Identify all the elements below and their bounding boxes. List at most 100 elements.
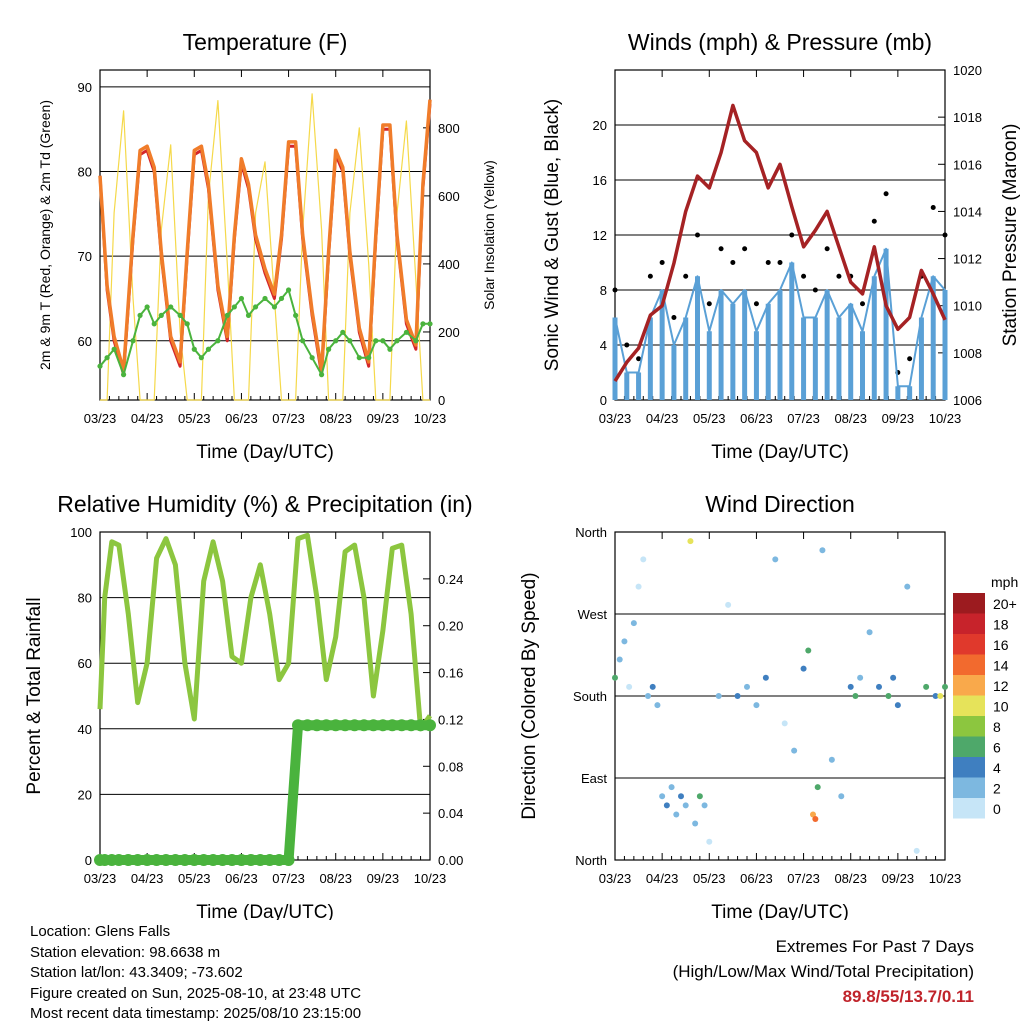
station-info: Location: Glens Falls Station elevation:… — [30, 922, 361, 1025]
y-tick-label: 0 — [600, 393, 607, 408]
series-gust-point — [706, 301, 712, 307]
series-gust-point — [765, 260, 771, 265]
wind-direction-point — [805, 647, 812, 654]
wind-direction-point — [781, 720, 788, 727]
wind-direction-point — [715, 693, 722, 699]
legend-swatch — [953, 695, 985, 716]
legend-swatch — [953, 613, 985, 634]
wind-direction-point — [828, 756, 835, 763]
y-tick-label: 8 — [600, 283, 607, 298]
x-tick-label: 09/23 — [882, 411, 915, 426]
wind-direction-point — [847, 683, 854, 690]
series-gust-point — [753, 301, 759, 307]
wind-direction-point — [621, 638, 628, 645]
legend-swatch — [953, 757, 985, 778]
wind-direction-point — [791, 747, 798, 754]
extremes-panel: Extremes For Past 7 Days (High/Low/Max W… — [673, 934, 974, 1009]
series-gust-point — [683, 273, 689, 279]
wind-direction-point — [630, 620, 637, 627]
series-dewpoint-line — [99, 289, 430, 376]
wind-direction-point — [942, 683, 948, 690]
legend-label: 10 — [993, 699, 1009, 715]
x-tick-label: 04/23 — [646, 411, 679, 426]
series-gust-point — [789, 232, 795, 238]
x-axis-label: Time (Day/UTC) — [196, 442, 334, 463]
y2-tick-label: 1012 — [953, 252, 982, 267]
y2-tick-label: 0.16 — [438, 666, 463, 681]
y-tick-label: 16 — [593, 173, 607, 188]
wind-direction-point — [678, 793, 684, 800]
y2-tick-label: 1016 — [953, 157, 982, 172]
wind-direction-point — [885, 693, 892, 699]
series-pressure-line — [613, 103, 947, 383]
series-precip-line — [99, 720, 430, 865]
y2-tick-label: 0.12 — [438, 712, 463, 727]
series-sonic-wind-line — [614, 247, 946, 388]
y-tick-label: 100 — [70, 525, 92, 540]
x-tick-label: 03/23 — [84, 871, 117, 886]
series-gust-point — [624, 342, 630, 348]
y-tick-label: West — [578, 607, 608, 622]
x-axis-label: Time (Day/UTC) — [711, 902, 849, 920]
series-gust-point — [742, 246, 748, 252]
y2-tick-label: 1018 — [953, 110, 982, 125]
legend-title: mph — [991, 574, 1018, 590]
x-tick-label: 03/23 — [599, 871, 632, 886]
y-tick-label: 20 — [593, 118, 607, 133]
x-tick-label: 07/23 — [787, 871, 820, 886]
legend-label: 18 — [993, 617, 1009, 633]
plot-border — [614, 531, 946, 861]
legend-swatch — [953, 593, 985, 614]
x-axis-label: Time (Day/UTC) — [196, 902, 334, 920]
series-gust-point — [836, 273, 842, 279]
series-gust-point — [930, 205, 936, 210]
y2-axis-label: Solar Insolation (Yellow) — [481, 160, 497, 310]
series-gust-point — [671, 315, 677, 320]
y-tick-label: 4 — [600, 338, 607, 353]
wind-direction-point — [626, 683, 633, 690]
wind-direction-point — [654, 702, 661, 709]
x-tick-label: 10/23 — [414, 411, 447, 426]
x-tick-label: 08/23 — [834, 411, 867, 426]
wind-direction-point — [923, 683, 930, 690]
wind-direction-point — [725, 601, 732, 608]
wind-direction-point — [932, 693, 939, 699]
x-tick-label: 03/23 — [84, 411, 117, 426]
wind-direction-point — [866, 629, 873, 636]
legend-label: 20+ — [993, 596, 1017, 612]
y-tick-label: 80 — [78, 165, 92, 180]
chart-title: Relative Humidity (%) & Precipitation (i… — [57, 491, 472, 517]
legend-swatch — [953, 736, 985, 757]
series-gust-point — [718, 246, 724, 252]
chart-title: Wind Direction — [705, 491, 855, 517]
wind-direction-point — [645, 693, 651, 699]
legend-swatch — [953, 654, 985, 675]
x-tick-label: 07/23 — [272, 411, 305, 426]
series-gust-point — [860, 301, 865, 307]
legend-label: 2 — [993, 781, 1001, 797]
x-tick-label: 05/23 — [178, 411, 211, 426]
wind-direction-point — [857, 674, 864, 681]
y-tick-label: 12 — [593, 228, 607, 243]
wind-direction-point — [800, 665, 807, 672]
series-gust-point — [942, 232, 948, 238]
y2-tick-label: 1020 — [953, 63, 982, 78]
legend-swatch — [953, 675, 985, 696]
y2-tick-label: 400 — [438, 257, 460, 272]
x-tick-label: 05/23 — [693, 411, 726, 426]
series-gust-point — [801, 273, 807, 279]
y2-axis-label: Station Pressure (Maroon) — [1000, 124, 1021, 347]
wind-direction-point — [673, 811, 680, 818]
wind-direction-point — [753, 702, 760, 709]
wind-direction-point — [668, 784, 675, 791]
y2-tick-label: 1014 — [953, 204, 982, 219]
wind-direction-point — [687, 538, 694, 545]
figure-created: Figure created on Sun, 2025-08-10, at 23… — [30, 984, 362, 1002]
wind-direction-point — [649, 683, 656, 690]
wind-direction-point — [706, 838, 713, 845]
extremes-title: Extremes For Past 7 Days — [775, 937, 974, 956]
series-gust-point — [812, 287, 818, 293]
legend-label: 6 — [993, 740, 1001, 756]
y2-tick-label: 0 — [438, 393, 445, 408]
y2-tick-label: 0.04 — [438, 806, 463, 821]
